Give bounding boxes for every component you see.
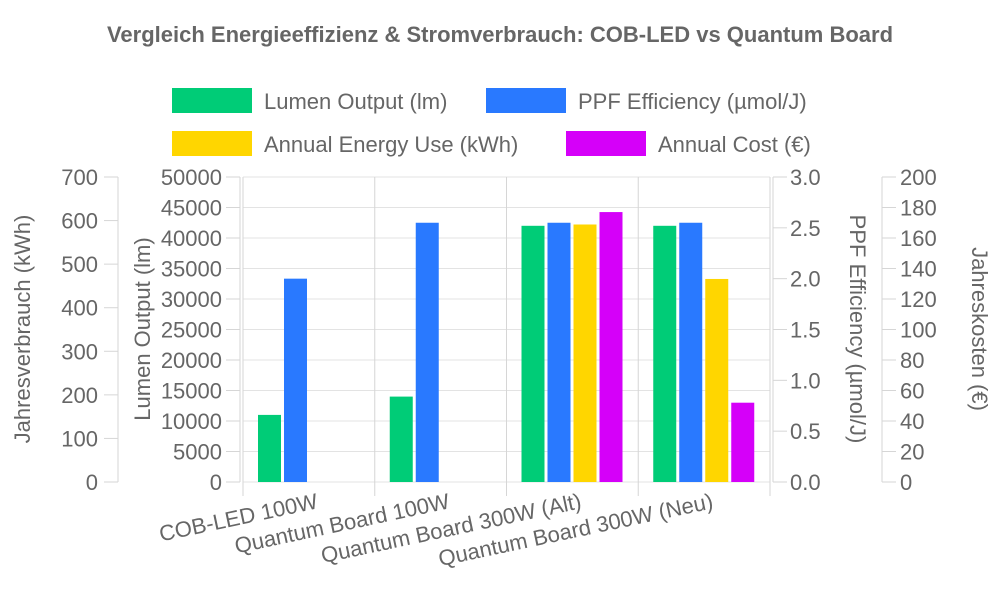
energy-tick-label: 300 xyxy=(61,339,98,364)
ppf-tick-label: 1.0 xyxy=(790,368,821,393)
energy-tick-label: 200 xyxy=(61,383,98,408)
energy-tick-label: 0 xyxy=(86,470,98,495)
legend-swatch-annual-energy-use-kwh xyxy=(172,131,252,156)
lumen-tick-label: 25000 xyxy=(161,318,222,343)
bar-lumen-output-lm-quantum-board-300w-alt xyxy=(521,225,545,483)
ppf-tick-label: 3.0 xyxy=(790,165,821,190)
cost-tick-label: 40 xyxy=(900,409,924,434)
legend-label-lumen-output-lm: Lumen Output (lm) xyxy=(264,89,447,114)
ppf-tick-label: 0.0 xyxy=(790,470,821,495)
lumen-tick-label: 40000 xyxy=(161,226,222,251)
chart-grid xyxy=(242,176,771,496)
ppf-tick-label: 2.0 xyxy=(790,267,821,292)
bar-lumen-output-lm-quantum-board-300w-neu xyxy=(653,225,677,483)
cost-axis-title: Jahreskosten (€) xyxy=(967,247,992,411)
lumen-tick-label: 20000 xyxy=(161,348,222,373)
energy-tick-label: 500 xyxy=(61,252,98,277)
cost-tick-label: 100 xyxy=(900,318,937,343)
legend-swatch-annual-cost xyxy=(566,131,646,156)
ppf-axis-title: PPF Efficiency (µmol/J) xyxy=(845,215,870,444)
lumen-tick-label: 10000 xyxy=(161,409,222,434)
energy-tick-label: 700 xyxy=(61,165,98,190)
energy-tick-label: 400 xyxy=(61,296,98,321)
cost-tick-label: 60 xyxy=(900,379,924,404)
energy-axis-title: Jahresverbrauch (kWh) xyxy=(10,215,35,444)
lumen-tick-label: 45000 xyxy=(161,196,222,221)
lumen-tick-label: 30000 xyxy=(161,287,222,312)
bar-annual-energy-use-kwh-quantum-board-300w-neu xyxy=(705,278,729,482)
cost-tick-label: 140 xyxy=(900,257,937,282)
cost-tick-label: 160 xyxy=(900,226,937,251)
chart-axes: 0100200300400500600700050001000015000200… xyxy=(61,165,936,571)
energy-tick-label: 100 xyxy=(61,426,98,451)
chart-title: Vergleich Energieeffizienz & Stromverbra… xyxy=(107,22,893,47)
cost-tick-label: 200 xyxy=(900,165,937,190)
bar-annual-cost-quantum-board-300w-neu xyxy=(731,402,755,482)
legend-swatch-ppf-efficiency-mol-j xyxy=(486,88,566,113)
cost-tick-label: 120 xyxy=(900,287,937,312)
chart-legend: Lumen Output (lm) PPF Efficiency (µmol/J)… xyxy=(172,88,811,157)
bar-ppf-efficiency-mol-j-quantum-board-300w-alt xyxy=(547,222,571,482)
legend-swatch-lumen-output-lm xyxy=(172,88,252,113)
lumen-tick-label: 0 xyxy=(210,470,222,495)
bar-ppf-efficiency-mol-j-cob-led-100w xyxy=(284,278,307,482)
cost-tick-label: 80 xyxy=(900,348,924,373)
cost-tick-label: 180 xyxy=(900,196,937,221)
cost-tick-label: 0 xyxy=(900,470,912,495)
bar-annual-cost-quantum-board-300w-alt xyxy=(599,212,623,482)
bar-annual-energy-use-kwh-quantum-board-300w-alt xyxy=(573,224,597,482)
bar-ppf-efficiency-mol-j-quantum-board-100w xyxy=(415,222,439,482)
lumen-tick-label: 5000 xyxy=(173,440,222,465)
ppf-tick-label: 1.5 xyxy=(790,318,821,343)
energy-tick-label: 600 xyxy=(61,209,98,234)
lumen-tick-label: 50000 xyxy=(161,165,222,190)
ppf-tick-label: 0.5 xyxy=(790,419,821,444)
legend-label-ppf-efficiency-mol-j: PPF Efficiency (µmol/J) xyxy=(578,89,807,114)
legend-label-annual-energy-use-kwh: Annual Energy Use (kWh) xyxy=(264,132,518,157)
bar-lumen-output-lm-quantum-board-100w xyxy=(389,396,413,482)
lumen-tick-label: 35000 xyxy=(161,257,222,282)
cost-tick-label: 20 xyxy=(900,440,924,465)
legend-label-annual-cost: Annual Cost (€) xyxy=(658,132,811,157)
bar-ppf-efficiency-mol-j-quantum-board-300w-neu xyxy=(679,222,703,482)
lumen-axis-title: Lumen Output (lm) xyxy=(130,237,155,420)
bar-lumen-output-lm-cob-led-100w xyxy=(258,414,281,482)
chart-bars xyxy=(258,212,755,483)
ppf-tick-label: 2.5 xyxy=(790,216,821,241)
lumen-tick-label: 15000 xyxy=(161,379,222,404)
